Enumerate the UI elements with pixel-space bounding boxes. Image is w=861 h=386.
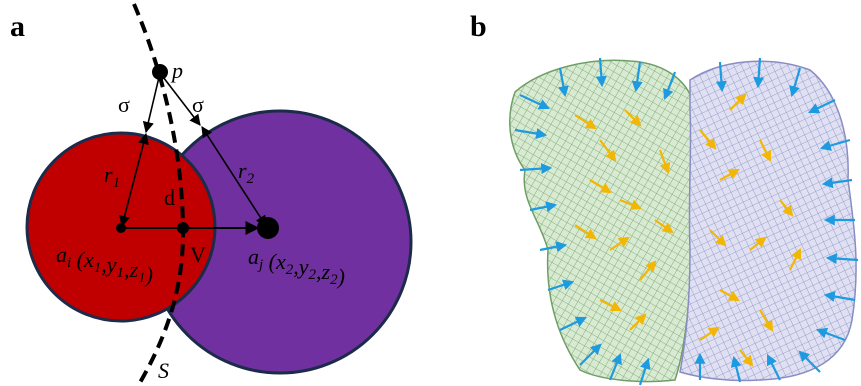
- protein-a-mesh: [510, 60, 695, 381]
- probe-point: [152, 64, 168, 80]
- panel-b: b: [470, 10, 858, 385]
- label-text: ,y: [293, 254, 309, 279]
- atom-i-center: [116, 223, 126, 233]
- subscript: 1: [113, 175, 121, 191]
- subscript: 1: [94, 260, 102, 276]
- label-text: a: [56, 242, 67, 267]
- vertex-point: [177, 222, 189, 234]
- point-label: p: [170, 58, 183, 83]
- label-text: a: [248, 244, 259, 269]
- distance-label: d: [164, 185, 175, 210]
- label-text: ,z: [124, 257, 139, 282]
- panel-label: a: [10, 10, 25, 43]
- atom-j-center: [257, 217, 279, 239]
- label-text: ,y: [101, 252, 117, 277]
- subscript: 1: [117, 265, 125, 281]
- sigma-label: σ: [192, 92, 204, 117]
- panel-a: a p σ σ r1 r2 d V ai (x1,y1,z1) aj (x2,y…: [10, 4, 411, 386]
- surface-label: S: [158, 358, 169, 383]
- figure: a p σ σ r1 r2 d V ai (x1,y1,z1) aj (x2,y…: [0, 0, 861, 386]
- label-text: ): [144, 262, 153, 287]
- vertex-label: V: [190, 242, 206, 267]
- label-text: ): [336, 264, 345, 289]
- panel-label: b: [470, 10, 487, 43]
- label-text: ,z: [316, 259, 331, 284]
- subscript: 2: [247, 171, 255, 187]
- subscript: 1: [138, 270, 146, 286]
- label-text: (x: [71, 247, 94, 272]
- label-text: (x: [263, 249, 286, 274]
- sigma-arrow: [146, 73, 160, 132]
- sigma-label: σ: [118, 92, 130, 117]
